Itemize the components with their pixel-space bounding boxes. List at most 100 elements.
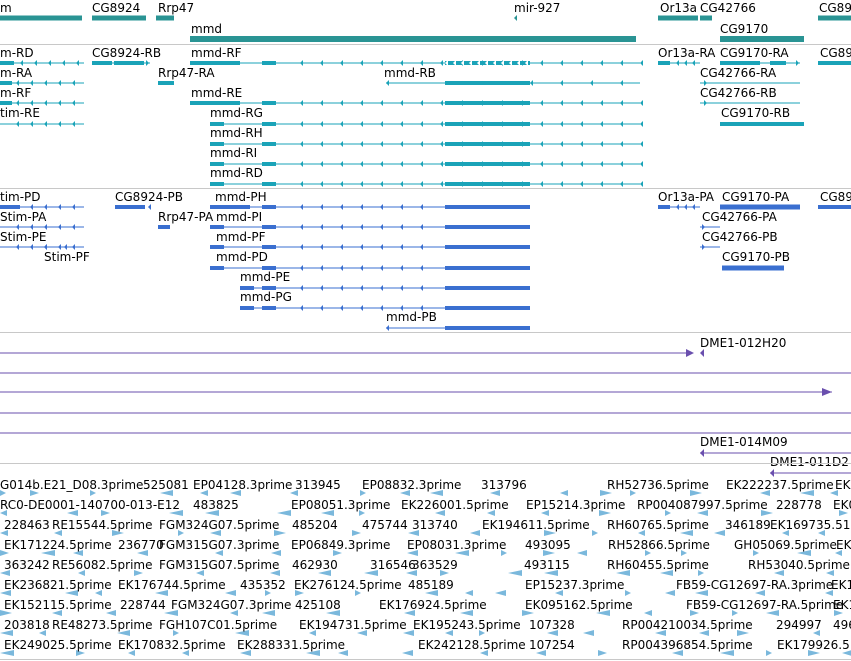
exon-block[interactable] xyxy=(445,245,530,249)
exon-block[interactable] xyxy=(190,61,240,65)
rna_transcripts-feature-label[interactable]: CG9170-RB xyxy=(721,106,791,120)
ests-feature-label[interactable]: EK170832.5prime xyxy=(118,638,226,652)
strand-arrow[interactable] xyxy=(704,80,707,86)
strand-arrow[interactable] xyxy=(380,244,383,250)
ests-feature-label[interactable]: EK226001.5prime xyxy=(401,498,509,512)
exon-block[interactable] xyxy=(262,142,276,146)
strand-arrow[interactable] xyxy=(580,60,583,66)
est-glyph[interactable] xyxy=(834,610,843,616)
rna_transcripts-feature-label[interactable]: mmd-RG xyxy=(210,106,263,120)
strand-arrow[interactable] xyxy=(386,325,389,331)
strand-arrow[interactable] xyxy=(340,224,343,230)
rna_transcripts-feature-label[interactable]: mmd-RD xyxy=(210,166,263,180)
exon-block[interactable] xyxy=(0,15,82,21)
est-glyph[interactable] xyxy=(753,550,759,556)
exon-block[interactable] xyxy=(262,266,276,270)
strand-arrow[interactable] xyxy=(300,60,303,66)
exon-block[interactable] xyxy=(92,61,112,65)
est-glyph[interactable] xyxy=(117,630,130,636)
strand-arrow[interactable] xyxy=(640,141,643,147)
ests-feature-label[interactable]: GH05069.5prime xyxy=(734,538,837,552)
strand-arrow[interactable] xyxy=(380,161,383,167)
ests-feature-label[interactable]: RE56082.5prime xyxy=(52,558,153,572)
ests-feature-label[interactable]: EP04128.3prime xyxy=(193,478,293,492)
strand-arrow[interactable] xyxy=(686,349,694,357)
strand-arrow[interactable] xyxy=(48,60,51,66)
strand-arrow[interactable] xyxy=(560,141,563,147)
est-glyph[interactable] xyxy=(435,510,445,516)
exon-block[interactable] xyxy=(240,306,254,310)
strand-arrow[interactable] xyxy=(420,265,423,271)
strand-arrow[interactable] xyxy=(58,80,61,86)
est-glyph[interactable] xyxy=(522,610,534,616)
strand-arrow[interactable] xyxy=(509,60,512,66)
protein_transcripts-feature-label[interactable]: CG9170-PA xyxy=(722,190,790,204)
strand-arrow[interactable] xyxy=(420,204,423,210)
strand-arrow[interactable] xyxy=(300,100,303,106)
strand-arrow[interactable] xyxy=(400,60,403,66)
est-glyph[interactable] xyxy=(41,550,55,556)
est-glyph[interactable] xyxy=(430,490,443,496)
ests-feature-label[interactable]: FGM324G07.5prime xyxy=(159,518,280,532)
ests-feature-label[interactable]: 313740 xyxy=(412,518,458,532)
exon-block[interactable] xyxy=(158,81,174,85)
ests-feature-label[interactable]: 435352 xyxy=(240,578,286,592)
strand-arrow[interactable] xyxy=(64,244,67,250)
strand-arrow[interactable] xyxy=(76,60,79,66)
est-glyph[interactable] xyxy=(225,590,236,596)
strand-arrow[interactable] xyxy=(400,265,403,271)
est-glyph[interactable] xyxy=(0,590,11,596)
strand-arrow[interactable] xyxy=(440,121,443,127)
strand-arrow[interactable] xyxy=(72,100,75,106)
strand-arrow[interactable] xyxy=(44,204,47,210)
ests-feature-label[interactable]: FB59-CG12697-RA.5prime xyxy=(686,598,844,612)
strand-arrow[interactable] xyxy=(360,224,363,230)
strand-arrow[interactable] xyxy=(340,181,343,187)
protein_transcripts-feature-label[interactable]: tim-PD xyxy=(0,190,41,204)
ests-feature-label[interactable]: 525081 xyxy=(143,478,189,492)
est-glyph[interactable] xyxy=(592,530,598,536)
strand-arrow[interactable] xyxy=(620,100,623,106)
est-glyph[interactable] xyxy=(0,610,12,616)
protein_transcripts-feature-label[interactable]: Or13a-PA xyxy=(658,190,715,204)
ests-feature-label[interactable]: RH52736.5prime xyxy=(607,478,709,492)
strand-arrow[interactable] xyxy=(30,224,33,230)
est-glyph[interactable] xyxy=(508,570,522,576)
protein_transcripts-feature-label[interactable]: Stim-PF xyxy=(44,250,90,264)
strand-arrow[interactable] xyxy=(600,161,603,167)
strand-arrow[interactable] xyxy=(148,204,151,210)
strand-arrow[interactable] xyxy=(400,100,403,106)
est-glyph[interactable] xyxy=(697,510,708,516)
est-glyph[interactable] xyxy=(352,530,361,536)
exon-block[interactable] xyxy=(720,61,760,65)
exon-block[interactable] xyxy=(262,205,276,209)
strand-arrow[interactable] xyxy=(58,121,61,127)
strand-arrow[interactable] xyxy=(320,204,323,210)
ests-feature-label[interactable]: 203818 xyxy=(4,618,50,632)
ests-feature-label[interactable]: RC0-DE0001-140700-013-E12 xyxy=(0,498,180,512)
strand-arrow[interactable] xyxy=(770,469,774,477)
rna_transcripts-feature-label[interactable]: m-RF xyxy=(0,86,32,100)
strand-arrow[interactable] xyxy=(300,121,303,127)
est-glyph[interactable] xyxy=(215,550,223,556)
rna_transcripts-feature-label[interactable]: m-RD xyxy=(0,46,34,60)
est-glyph[interactable] xyxy=(825,590,833,596)
ests-feature-label[interactable]: FGH107C01.5prime xyxy=(159,618,278,632)
est-glyph[interactable] xyxy=(295,590,304,596)
ests-feature-label[interactable]: EP15214.3prime xyxy=(526,498,626,512)
strand-arrow[interactable] xyxy=(620,60,623,66)
protein_transcripts-feature-label[interactable]: Rrp47-PA xyxy=(158,210,214,224)
est-glyph[interactable] xyxy=(39,630,46,636)
ests-feature-label[interactable]: EK194731.5prime xyxy=(299,618,407,632)
strand-arrow[interactable] xyxy=(525,60,528,66)
exon-block[interactable] xyxy=(0,205,20,209)
ests-feature-label[interactable]: 228463 xyxy=(4,518,50,532)
est-glyph[interactable] xyxy=(645,550,651,556)
est-glyph[interactable] xyxy=(638,530,645,536)
protein_transcripts-feature-label[interactable]: mmd-PG xyxy=(240,290,292,304)
est-glyph[interactable] xyxy=(271,550,281,556)
strand-arrow[interactable] xyxy=(320,161,323,167)
strand-arrow[interactable] xyxy=(517,60,520,66)
exon-block[interactable] xyxy=(0,61,14,65)
est-glyph[interactable] xyxy=(164,610,178,616)
